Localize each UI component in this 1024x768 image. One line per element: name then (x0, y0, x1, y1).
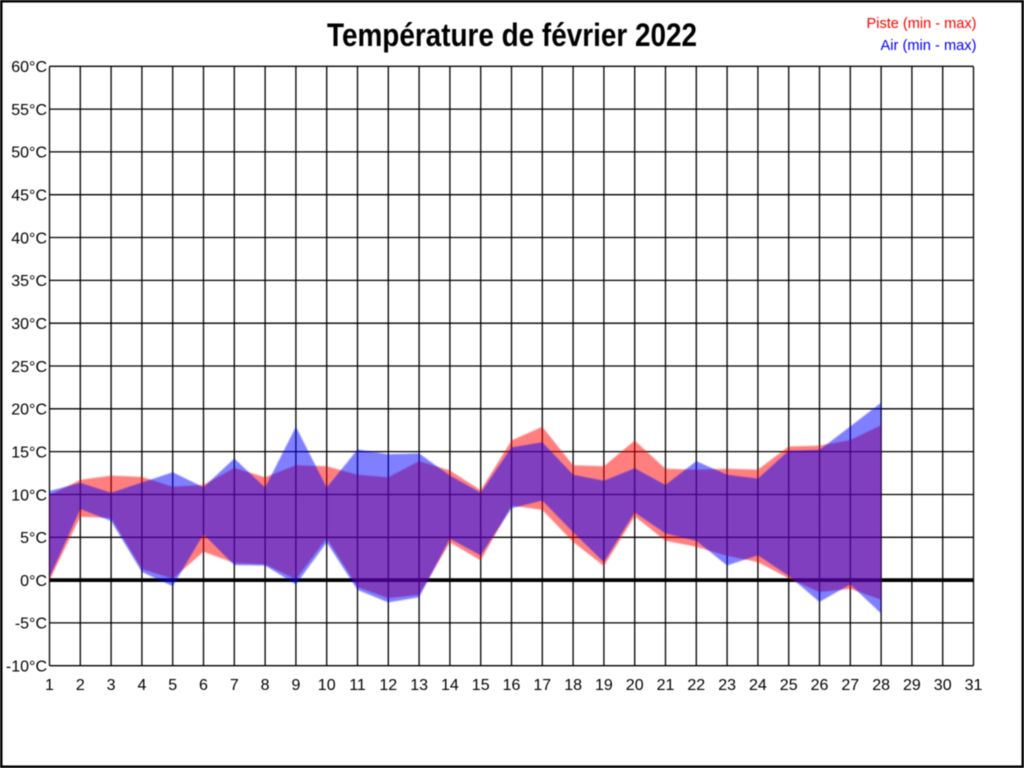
svg-text:10°C: 10°C (11, 487, 47, 504)
svg-text:0°C: 0°C (20, 573, 47, 590)
svg-text:12: 12 (379, 677, 397, 694)
svg-text:60°C: 60°C (11, 59, 47, 76)
svg-text:24: 24 (749, 677, 767, 694)
svg-text:17: 17 (533, 677, 551, 694)
svg-text:50°C: 50°C (11, 145, 47, 162)
svg-text:7: 7 (230, 677, 239, 694)
svg-text:-10°C: -10°C (6, 659, 47, 676)
svg-text:19: 19 (595, 677, 613, 694)
svg-text:15°C: 15°C (11, 444, 47, 461)
svg-text:29: 29 (903, 677, 921, 694)
svg-text:9: 9 (291, 677, 300, 694)
svg-text:35°C: 35°C (11, 273, 47, 290)
svg-text:6: 6 (199, 677, 208, 694)
svg-text:8: 8 (261, 677, 270, 694)
svg-text:1: 1 (45, 677, 54, 694)
svg-text:10: 10 (318, 677, 336, 694)
svg-text:13: 13 (410, 677, 428, 694)
svg-text:25: 25 (780, 677, 798, 694)
svg-text:3: 3 (107, 677, 116, 694)
svg-text:28: 28 (872, 677, 890, 694)
svg-text:14: 14 (441, 677, 459, 694)
svg-text:Air (min - max): Air (min - max) (881, 37, 977, 54)
svg-text:23: 23 (718, 677, 736, 694)
svg-text:2: 2 (76, 677, 85, 694)
svg-text:45°C: 45°C (11, 188, 47, 205)
svg-text:40°C: 40°C (11, 230, 47, 247)
svg-text:Température de février 2022: Température de février 2022 (327, 17, 697, 53)
svg-text:30°C: 30°C (11, 316, 47, 333)
svg-text:4: 4 (137, 677, 146, 694)
svg-text:21: 21 (657, 677, 675, 694)
svg-text:25°C: 25°C (11, 359, 47, 376)
svg-text:30: 30 (934, 677, 952, 694)
svg-text:31: 31 (965, 677, 983, 694)
svg-text:11: 11 (349, 677, 366, 694)
svg-text:5: 5 (168, 677, 177, 694)
svg-text:15: 15 (472, 677, 490, 694)
svg-text:18: 18 (564, 677, 582, 694)
svg-text:20: 20 (626, 677, 644, 694)
svg-text:Piste (min - max): Piste (min - max) (867, 15, 977, 32)
svg-text:22: 22 (687, 677, 705, 694)
svg-text:20°C: 20°C (11, 402, 47, 419)
svg-text:55°C: 55°C (11, 102, 47, 119)
svg-text:26: 26 (811, 677, 829, 694)
svg-text:-5°C: -5°C (15, 616, 47, 633)
svg-text:5°C: 5°C (20, 530, 47, 547)
svg-text:16: 16 (503, 677, 521, 694)
svg-text:27: 27 (841, 677, 859, 694)
